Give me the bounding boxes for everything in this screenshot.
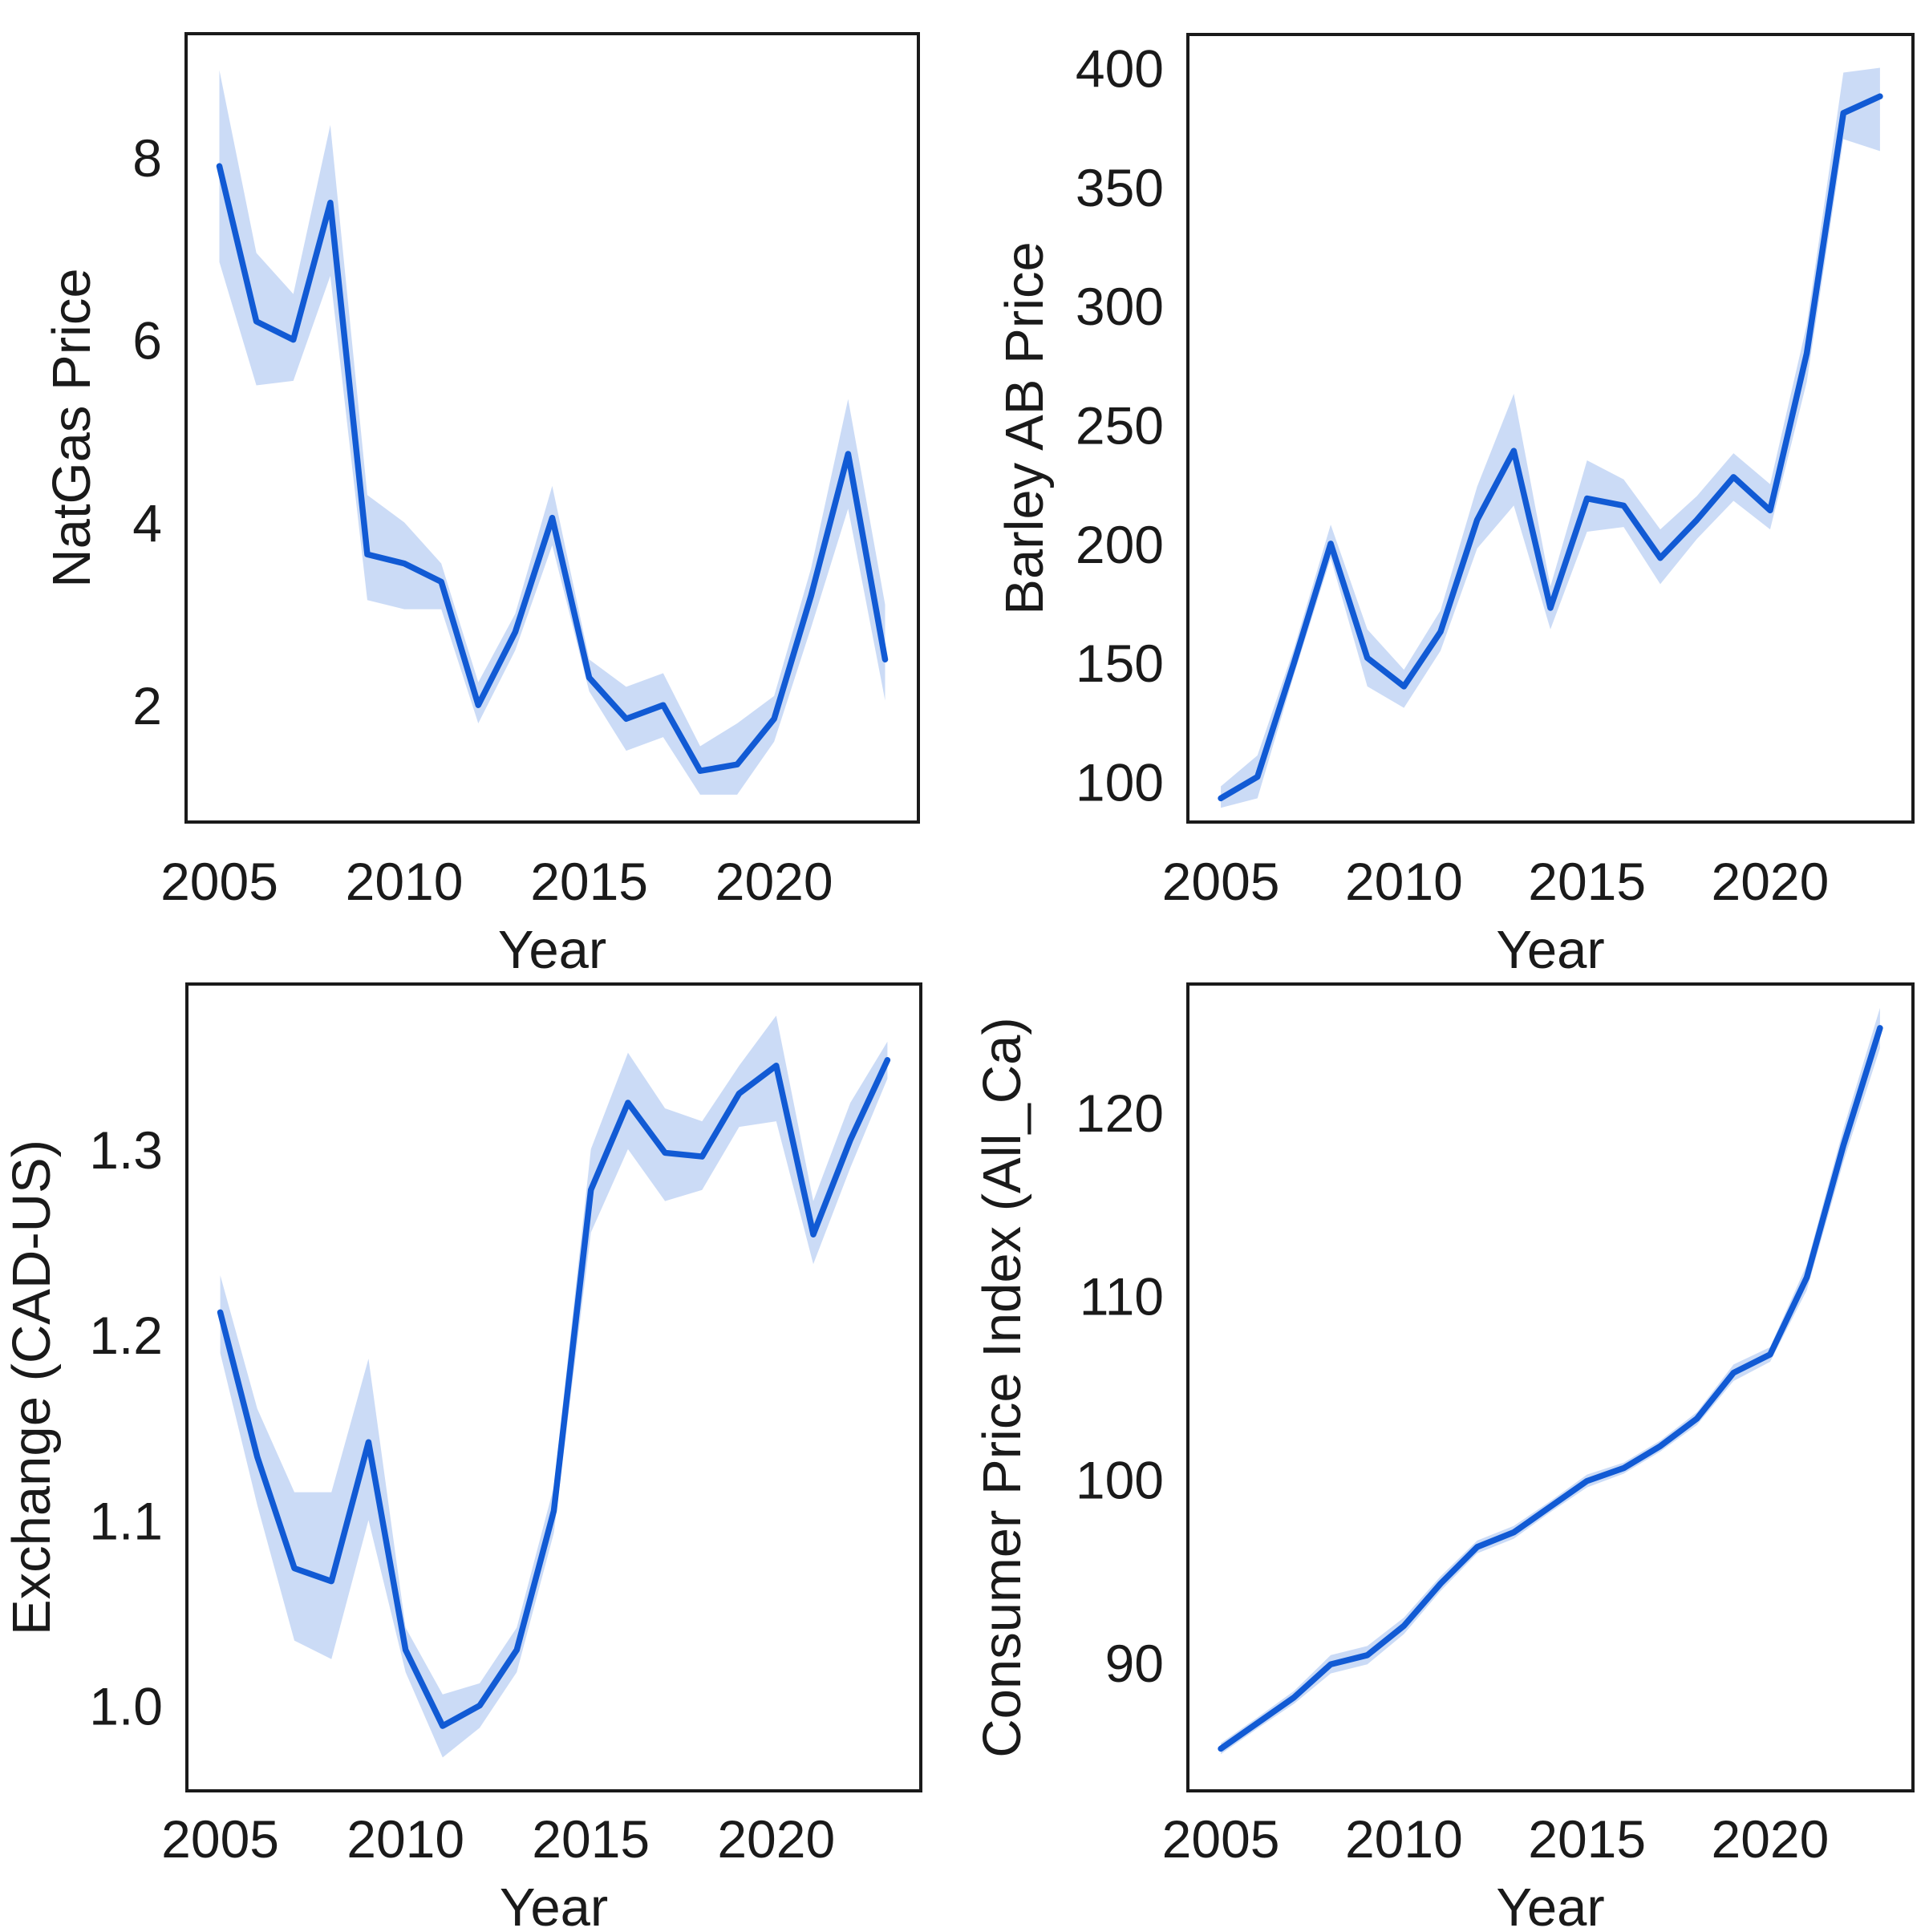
x-tick-label: 2020: [1712, 852, 1830, 911]
x-tick-label: 2015: [530, 852, 648, 911]
y-axis-label: Consumer Price Index (All_Ca): [972, 1017, 1032, 1757]
y-tick-label: 1.2: [89, 1306, 163, 1365]
confidence-band: [220, 1015, 888, 1758]
x-tick-label: 2020: [715, 852, 833, 911]
y-axis-label: NatGas Price: [42, 268, 102, 587]
axes-frame: [1186, 982, 1915, 1792]
y-tick-label: 4: [132, 493, 162, 553]
x-tick-label: 2015: [1528, 852, 1646, 911]
x-tick-label: 2005: [160, 852, 278, 911]
y-tick-label: 1.0: [89, 1677, 163, 1736]
x-axis-label: Year: [1496, 1877, 1604, 1932]
y-tick-label: 1.3: [89, 1120, 163, 1180]
x-tick-label: 2015: [1528, 1809, 1646, 1869]
x-tick-label: 2005: [1162, 1809, 1280, 1869]
panel-consumer-price-index: 90 100 110 120 2005 2010 2015 2020 Consumer Pric…: [972, 982, 1915, 1932]
x-tick-label: 2005: [1162, 852, 1280, 911]
axes-frame: [184, 32, 920, 824]
panel-natgas-price: 2 4 6 8 2005 2010 2015 2020 NatGas Price Year: [42, 32, 920, 980]
y-tick-label: 90: [1105, 1634, 1164, 1693]
y-tick-label: 6: [132, 311, 162, 371]
y-tick-label: 400: [1076, 39, 1164, 99]
panel-barley-ab-price: 100 150 200 250 300 350 400 2005 2010 2015 2020 Bar…: [995, 33, 1915, 980]
y-tick-label: 200: [1076, 515, 1164, 574]
y-tick-label: 8: [132, 128, 162, 188]
panel-exchange-cad-us: 1.0 1.1 1.2 1.3 2005 2010 2015 2020 Exchange (CA…: [2, 982, 922, 1932]
y-tick-label: 250: [1076, 396, 1164, 456]
y-tick-label: 100: [1076, 1450, 1164, 1509]
confidence-band: [1221, 67, 1880, 808]
x-tick-label: 2020: [717, 1809, 835, 1869]
x-tick-label: 2010: [1345, 1809, 1463, 1869]
confidence-band: [1221, 1007, 1880, 1755]
axes-frame: [1186, 33, 1915, 824]
x-tick-label: 2015: [532, 1809, 650, 1869]
x-axis-label: Year: [1496, 920, 1604, 980]
x-axis-label: Year: [500, 1877, 608, 1932]
y-tick-label: 2: [132, 676, 162, 735]
y-tick-label: 350: [1076, 158, 1164, 217]
x-axis-label: Year: [498, 920, 606, 980]
x-tick-label: 2010: [346, 852, 464, 911]
trend-line: [217, 1057, 891, 1729]
x-tick-label: 2010: [1345, 852, 1463, 911]
y-tick-label: 1.1: [89, 1491, 163, 1550]
y-tick-label: 110: [1080, 1267, 1164, 1326]
y-tick-label: 300: [1076, 277, 1164, 336]
x-tick-label: 2010: [346, 1809, 464, 1869]
axes-frame: [185, 982, 922, 1792]
trend-line: [216, 163, 889, 774]
y-tick-label: 150: [1076, 634, 1164, 693]
y-axis-label: Barley AB Price: [995, 241, 1055, 614]
trend-line: [1218, 93, 1883, 802]
y-tick-label: 120: [1076, 1083, 1164, 1143]
y-axis-label: Exchange (CAD-US): [2, 1140, 62, 1635]
x-tick-label: 2005: [161, 1809, 279, 1869]
x-tick-label: 2020: [1712, 1809, 1830, 1869]
y-tick-label: 100: [1076, 753, 1164, 812]
trend-line: [1218, 1025, 1883, 1752]
